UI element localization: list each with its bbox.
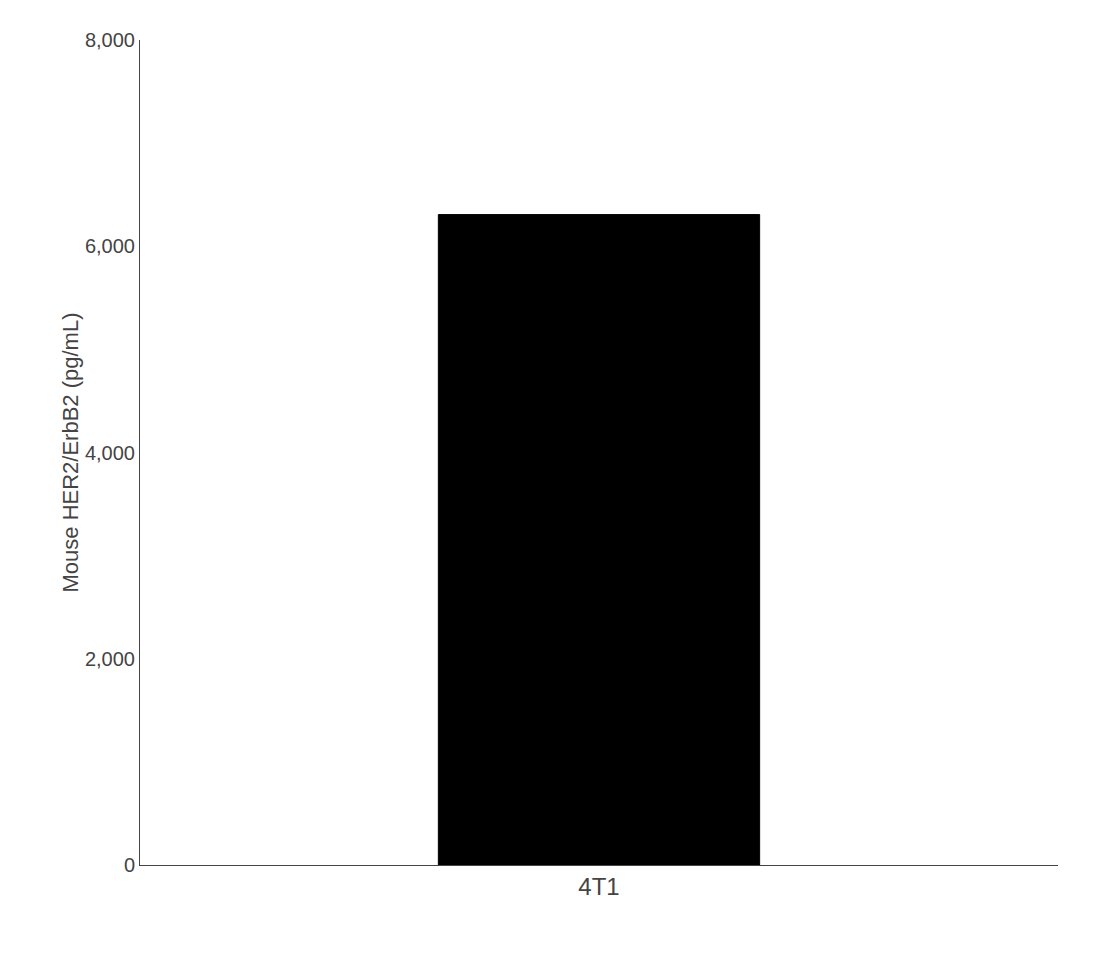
svg-text:4,000: 4,000 [85,442,135,464]
svg-text:Mouse HER2/ErbB2 (pg/mL): Mouse HER2/ErbB2 (pg/mL) [58,313,83,593]
svg-text:6,000: 6,000 [85,235,135,257]
svg-text:4T1: 4T1 [578,873,619,900]
svg-text:2,000: 2,000 [85,648,135,670]
svg-text:0: 0 [124,854,135,876]
svg-text:8,000: 8,000 [85,29,135,51]
